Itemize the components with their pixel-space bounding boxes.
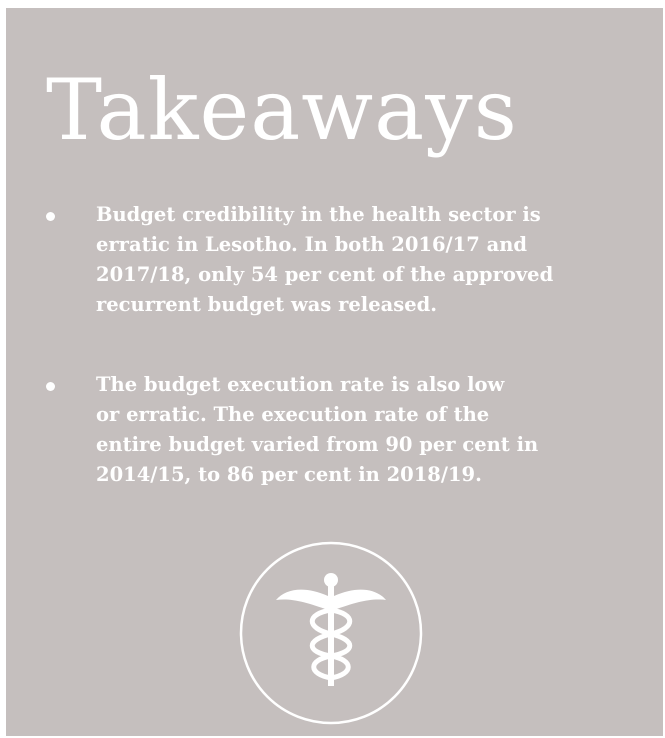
bullet-line: The budget execution rate is also low (96, 373, 505, 396)
bullet-line: recurrent budget was released. (96, 293, 438, 316)
bullet-line: 2014/15, to 86 per cent in 2018/19. (96, 463, 482, 486)
title: Takeaways (46, 61, 518, 159)
takeaways-panel: Takeaways Budget credibility in the heal… (6, 8, 663, 736)
bullet-line: erratic in Lesotho. In both 2016/17 and (96, 233, 528, 256)
bullet-line: Budget credibility in the health sector … (96, 203, 541, 226)
bullet-line: entire budget varied from 90 per cent in (96, 433, 539, 456)
bullet-text: The budget execution rate is also low or … (96, 370, 538, 490)
bullet-line: or erratic. The execution rate of the (96, 403, 490, 426)
bullet-dot (46, 382, 55, 391)
bullet-line: 2017/18, only 54 per cent of the approve… (96, 263, 554, 286)
bullet-text: Budget credibility in the health sector … (96, 200, 553, 320)
bullet-dot (46, 212, 55, 221)
caduceus-icon (239, 541, 423, 725)
